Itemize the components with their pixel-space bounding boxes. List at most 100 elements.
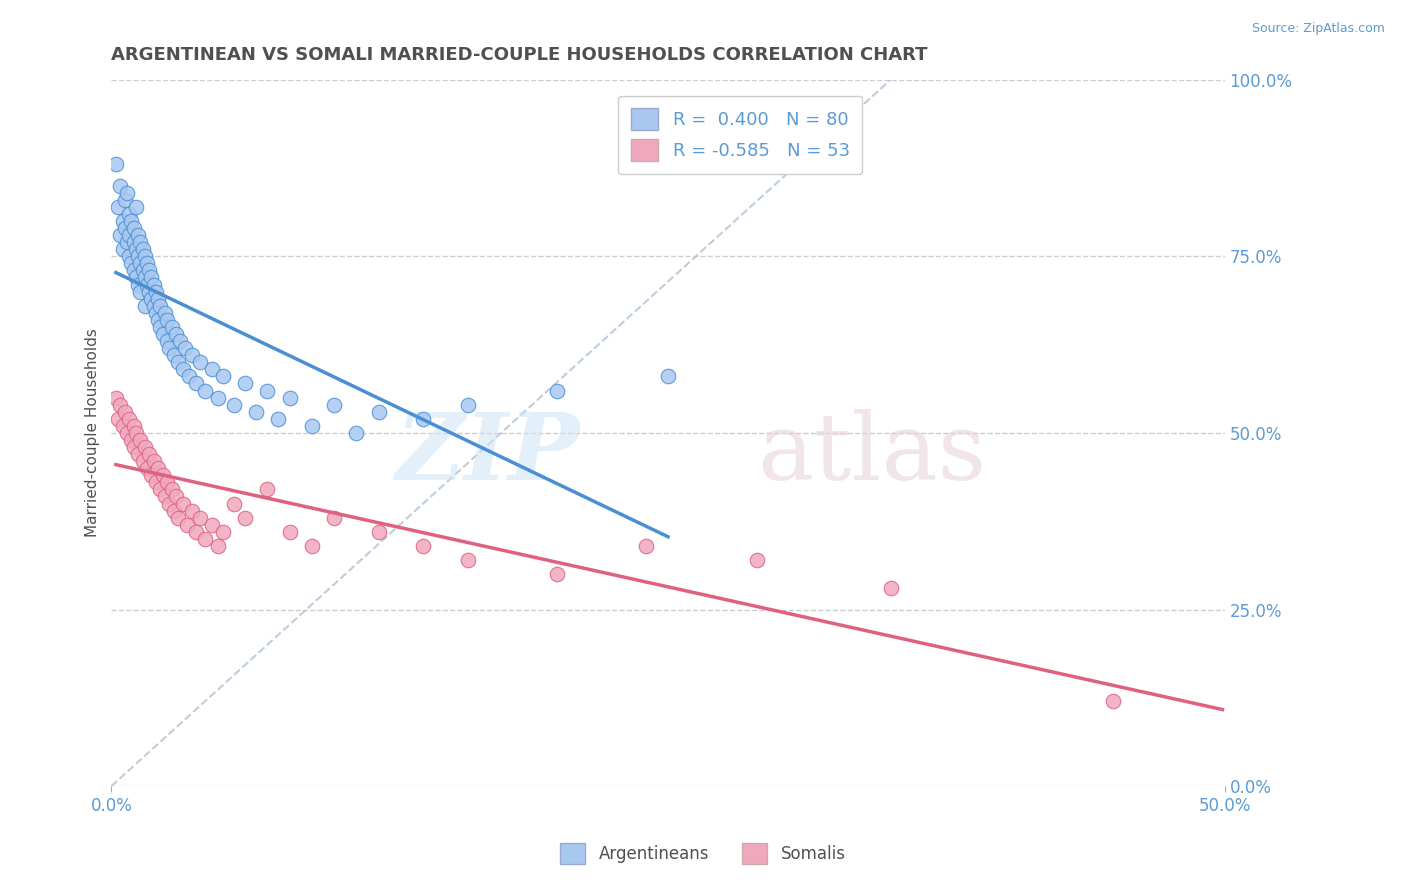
Point bbox=[657, 369, 679, 384]
Point bbox=[194, 532, 217, 546]
Point bbox=[131, 454, 153, 468]
Legend: R =  0.400   N = 80, R = -0.585   N = 53: R = 0.400 N = 80, R = -0.585 N = 53 bbox=[619, 95, 862, 174]
Point bbox=[176, 517, 198, 532]
Point bbox=[134, 249, 156, 263]
Point bbox=[233, 510, 256, 524]
Point bbox=[111, 418, 134, 433]
Legend: Argentineans, Somalis: Argentineans, Somalis bbox=[554, 837, 852, 871]
Point bbox=[125, 270, 148, 285]
Point bbox=[134, 270, 156, 285]
Point bbox=[136, 256, 159, 270]
Point bbox=[222, 398, 245, 412]
Point bbox=[104, 391, 127, 405]
Point bbox=[141, 270, 163, 285]
Point bbox=[190, 355, 212, 369]
Point bbox=[120, 214, 142, 228]
Point bbox=[134, 299, 156, 313]
Point bbox=[880, 582, 903, 596]
Point bbox=[156, 313, 179, 327]
Point bbox=[129, 256, 152, 270]
Point bbox=[301, 418, 323, 433]
Point bbox=[157, 497, 180, 511]
Point bbox=[146, 461, 169, 475]
Point bbox=[142, 299, 165, 313]
Point bbox=[174, 341, 197, 355]
Point bbox=[138, 285, 160, 299]
Point bbox=[201, 362, 224, 376]
Point bbox=[167, 355, 190, 369]
Text: ARGENTINEAN VS SOMALI MARRIED-COUPLE HOUSEHOLDS CORRELATION CHART: ARGENTINEAN VS SOMALI MARRIED-COUPLE HOU… bbox=[111, 46, 928, 64]
Point bbox=[118, 207, 141, 221]
Point bbox=[110, 178, 132, 193]
Point bbox=[146, 313, 169, 327]
Point bbox=[115, 425, 138, 440]
Point bbox=[125, 200, 148, 214]
Point bbox=[546, 567, 568, 582]
Point bbox=[222, 497, 245, 511]
Point bbox=[156, 475, 179, 490]
Point bbox=[233, 376, 256, 391]
Point bbox=[153, 490, 176, 504]
Point bbox=[122, 440, 145, 454]
Point bbox=[118, 228, 141, 243]
Y-axis label: Married-couple Households: Married-couple Households bbox=[86, 328, 100, 537]
Point bbox=[412, 411, 434, 425]
Point bbox=[107, 200, 129, 214]
Point bbox=[141, 292, 163, 306]
Point bbox=[256, 483, 278, 497]
Point bbox=[157, 341, 180, 355]
Point bbox=[152, 326, 174, 341]
Point bbox=[134, 440, 156, 454]
Point bbox=[122, 418, 145, 433]
Point bbox=[114, 405, 136, 419]
Point bbox=[163, 503, 186, 517]
Point bbox=[129, 285, 152, 299]
Point bbox=[278, 391, 301, 405]
Point bbox=[131, 263, 153, 277]
Point bbox=[180, 348, 202, 362]
Point bbox=[745, 553, 768, 567]
Point bbox=[145, 306, 167, 320]
Point bbox=[207, 539, 229, 553]
Point bbox=[207, 391, 229, 405]
Point bbox=[110, 398, 132, 412]
Point bbox=[172, 362, 194, 376]
Point bbox=[194, 384, 217, 398]
Point bbox=[163, 348, 186, 362]
Point bbox=[160, 320, 183, 334]
Point bbox=[278, 524, 301, 539]
Point bbox=[120, 433, 142, 447]
Point bbox=[118, 249, 141, 263]
Point bbox=[179, 369, 201, 384]
Point bbox=[138, 447, 160, 461]
Point bbox=[127, 447, 149, 461]
Point bbox=[323, 510, 346, 524]
Point bbox=[145, 475, 167, 490]
Point bbox=[136, 461, 159, 475]
Point bbox=[125, 242, 148, 256]
Point bbox=[138, 263, 160, 277]
Point bbox=[190, 510, 212, 524]
Point bbox=[165, 326, 187, 341]
Point bbox=[149, 483, 172, 497]
Text: ZIP: ZIP bbox=[395, 409, 579, 500]
Point bbox=[172, 497, 194, 511]
Point bbox=[127, 228, 149, 243]
Point bbox=[256, 384, 278, 398]
Point bbox=[153, 306, 176, 320]
Point bbox=[145, 285, 167, 299]
Point bbox=[149, 320, 172, 334]
Point bbox=[211, 369, 233, 384]
Point bbox=[1102, 694, 1125, 708]
Point bbox=[131, 242, 153, 256]
Point bbox=[156, 334, 179, 348]
Point bbox=[118, 411, 141, 425]
Point bbox=[114, 221, 136, 235]
Point bbox=[127, 249, 149, 263]
Point bbox=[129, 433, 152, 447]
Point bbox=[245, 405, 267, 419]
Point bbox=[211, 524, 233, 539]
Point bbox=[546, 384, 568, 398]
Point bbox=[107, 411, 129, 425]
Point bbox=[301, 539, 323, 553]
